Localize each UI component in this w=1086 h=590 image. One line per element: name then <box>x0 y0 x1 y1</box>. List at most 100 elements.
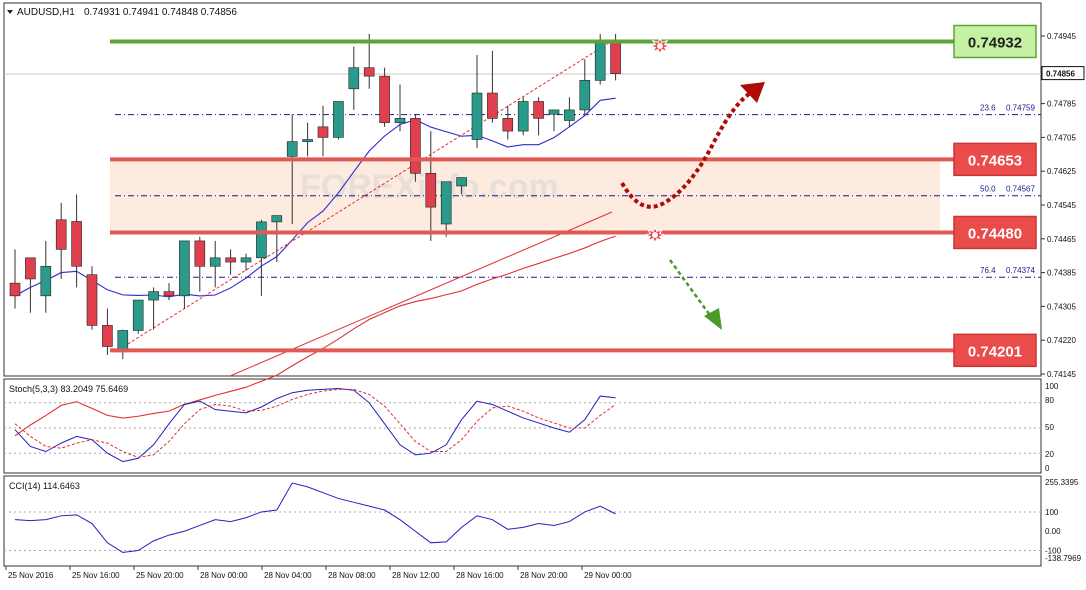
candle <box>148 287 159 330</box>
dropdown-triangle-icon[interactable] <box>7 10 13 14</box>
candle-body <box>564 109 575 121</box>
candle-body <box>102 325 113 347</box>
cci-tick-label: 0.00 <box>1045 527 1061 536</box>
candle <box>533 97 544 136</box>
level-box <box>953 24 1037 59</box>
stoch-d-line <box>14 388 616 458</box>
cci-pane <box>3 475 1042 567</box>
stoch-tick-label: 20 <box>1045 450 1054 459</box>
price-tick-label: 0.74625 <box>1047 167 1076 176</box>
stoch-tick-label: 100 <box>1045 382 1059 391</box>
price-axis: 0.749450.748650.747850.747050.746250.745… <box>1041 32 1085 379</box>
candle <box>317 105 329 157</box>
moving-averages <box>14 97 616 437</box>
cci-label: CCI(14) 114.6463 <box>9 481 80 491</box>
time-tick-label: 28 Nov 20:00 <box>520 571 568 580</box>
fib-ratio-label: 50.0 <box>980 185 996 194</box>
stoch-tick-label: 50 <box>1045 423 1054 432</box>
current-price-label: 0.74856 <box>1046 70 1075 79</box>
candle-body <box>594 39 606 81</box>
cci-tick-label: -100 <box>1045 547 1062 556</box>
candle-body <box>394 118 406 123</box>
burst-marker <box>643 226 667 244</box>
candle <box>102 308 113 355</box>
candle <box>132 299 144 334</box>
burst-center <box>652 232 658 238</box>
candle-body <box>86 274 98 326</box>
candle <box>302 122 313 157</box>
candle-body <box>25 257 36 280</box>
time-tick-label: 29 Nov 00:00 <box>584 571 632 580</box>
fib-value-label: 0.74759 <box>1006 104 1035 113</box>
current-price-box <box>1041 66 1085 81</box>
fib-ratio-label: 23.6 <box>980 104 996 113</box>
candle <box>271 215 283 263</box>
time-axis: 25 Nov 2016 25 Nov 16:00 25 Nov 20:00 28 No… <box>5 566 632 580</box>
candle-body <box>194 240 206 267</box>
candle <box>471 55 483 148</box>
level-lines: 0.74932 0.74653 0.74480 0.74201 <box>110 24 1037 368</box>
candle <box>333 101 344 140</box>
candle-body <box>9 282 21 297</box>
price-tick-label: 0.74785 <box>1047 100 1076 109</box>
burst-marker <box>648 37 672 55</box>
level-box <box>953 333 1037 368</box>
candle-body <box>456 177 467 187</box>
candle-body <box>379 75 390 123</box>
candle <box>425 131 437 241</box>
level-label: 0.74201 <box>968 343 1022 360</box>
candle-body <box>117 330 129 352</box>
level-box <box>953 215 1037 250</box>
time-tick-label: 25 Nov 20:00 <box>136 571 184 580</box>
ohlc-label: 0.74931 0.74941 0.74848 0.74856 <box>84 7 237 18</box>
candle <box>456 177 467 195</box>
price-tick-label: 0.74305 <box>1047 302 1076 311</box>
time-tick-label: 25 Nov 2016 <box>8 571 54 580</box>
cci-tick-label: 100 <box>1045 508 1059 517</box>
fib-ratio-label: 76.4 <box>980 266 996 275</box>
candle-body <box>425 173 437 208</box>
price-tick-label: 0.74545 <box>1047 201 1076 210</box>
price-tick-label: 0.74705 <box>1047 133 1076 142</box>
candle-body <box>579 80 591 111</box>
candle <box>548 109 560 132</box>
candle <box>179 240 190 309</box>
candle <box>394 84 406 132</box>
candle-body <box>333 101 344 138</box>
candle-body <box>179 240 190 297</box>
fib-value-label: 0.74374 <box>1006 266 1035 275</box>
candle-body <box>55 219 67 250</box>
candle <box>440 181 452 237</box>
level-label: 0.74653 <box>968 152 1022 169</box>
candle-body <box>225 257 236 263</box>
candle <box>25 257 36 313</box>
time-tick-label: 28 Nov 04:00 <box>264 571 312 580</box>
level-box <box>953 142 1037 177</box>
candle-body <box>256 221 267 259</box>
candle <box>163 283 175 301</box>
burst-center <box>657 43 663 49</box>
time-tick-label: 28 Nov 16:00 <box>456 571 504 580</box>
channel-upper-line <box>114 40 613 353</box>
candle-body <box>440 181 452 225</box>
candle <box>379 67 390 127</box>
candle-body <box>533 101 544 119</box>
candle-body <box>517 101 529 132</box>
bull-arrow-head-icon <box>740 82 765 103</box>
cci-line <box>14 482 616 553</box>
candle-body <box>348 67 360 90</box>
candle-body <box>271 215 283 223</box>
candle <box>502 105 514 140</box>
candle-body <box>209 257 221 267</box>
price-tick-label: 0.74145 <box>1047 370 1076 379</box>
candle <box>286 114 298 225</box>
candle-body <box>502 118 514 132</box>
candle-body <box>148 291 159 301</box>
fib-value-label: 0.74567 <box>1006 185 1035 194</box>
candle-body <box>548 109 560 115</box>
candle <box>579 59 591 115</box>
candle-body <box>363 67 375 77</box>
candle-body <box>302 139 313 142</box>
stoch-pane <box>3 378 1042 474</box>
